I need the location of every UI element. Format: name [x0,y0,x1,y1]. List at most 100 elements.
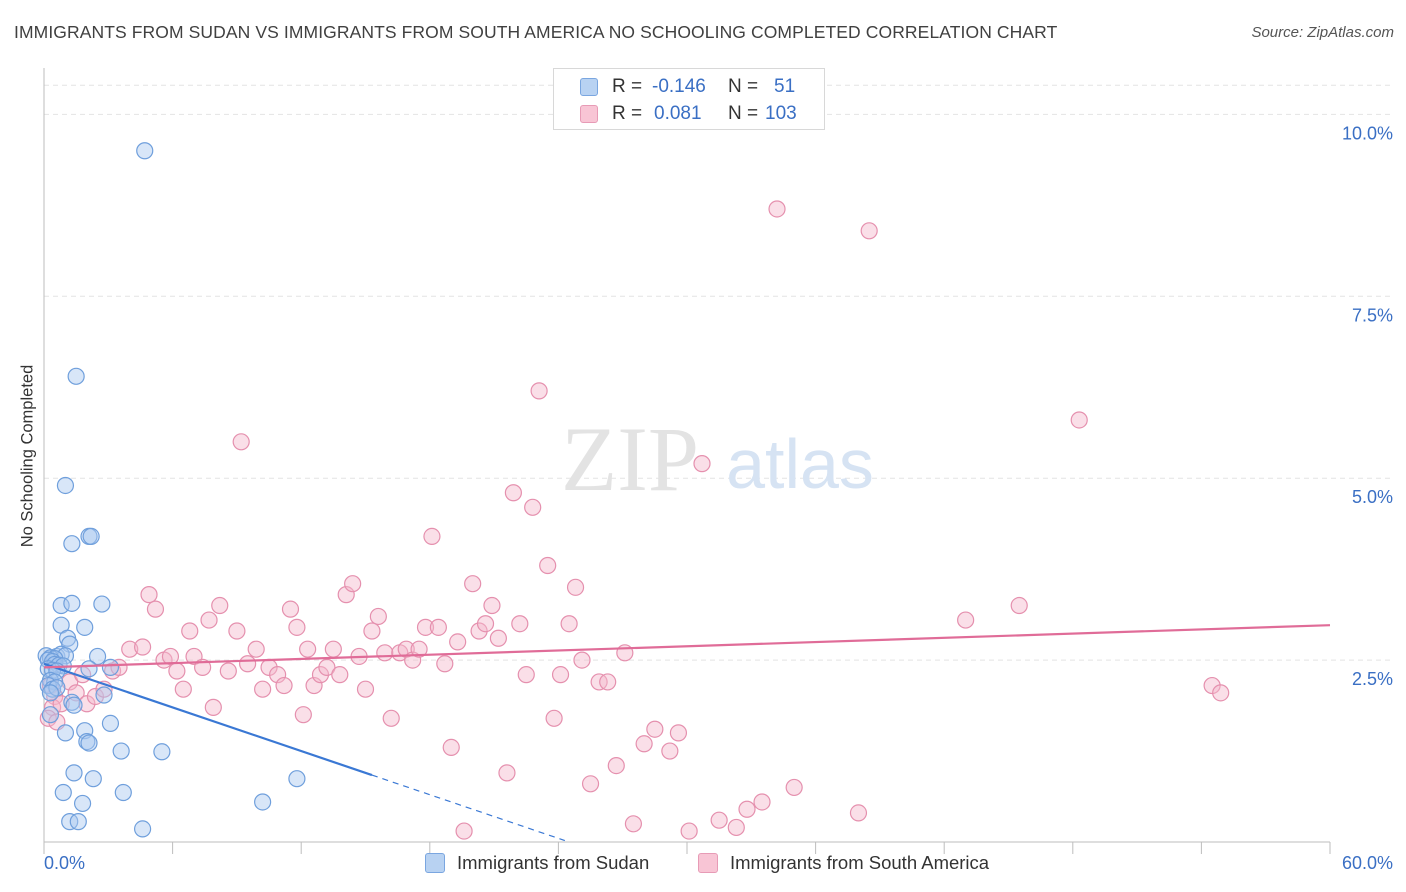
data-point [416,618,435,636]
data-point [624,815,643,833]
data-point [254,680,272,698]
data-point [146,600,165,618]
data-point [305,676,323,695]
data-point [82,527,100,546]
y-tick-label: 2.5% [1352,669,1393,689]
data-point [710,811,728,829]
data-point [65,696,83,714]
data-point [573,651,591,669]
data-point [168,662,186,680]
axes [43,68,1331,854]
legend-n-label: N = [728,103,759,124]
data-point [727,818,745,837]
data-point [181,622,199,640]
data-point [67,367,85,385]
data-point [133,820,152,838]
data-point [581,775,600,793]
data-point [41,706,60,724]
data-point [331,666,349,684]
data-point [101,658,120,676]
legend-r-label: R = [612,103,643,124]
source-label: Source: ZipAtlas.com [1251,24,1394,41]
data-point [281,600,300,618]
data-point [442,738,460,757]
data-point [449,633,467,651]
trend-line [43,624,1331,669]
data-point [101,714,120,732]
data-point [1203,676,1221,695]
chart-title: IMMIGRANTS FROM SUDAN VS IMMIGRANTS FROM… [14,22,1058,42]
legend-label: Immigrants from South America [730,852,990,873]
data-point [121,640,139,658]
data-point [63,693,81,711]
data-point [63,594,81,612]
data-point [476,615,495,633]
series-south-america-points [39,200,1230,840]
data-point [423,527,441,546]
data-point [363,622,381,640]
data-point [54,783,72,802]
sudan-swatch [425,853,445,873]
data-point [646,720,664,738]
data-point [511,615,529,633]
data-point [65,764,83,782]
series-sudan-points [37,142,306,838]
data-point [551,666,570,684]
data-point [738,800,756,818]
data-point [376,644,394,662]
data-point [288,618,306,636]
data-point [52,596,70,615]
data-point [69,813,87,831]
y-tick-label: 7.5% [1352,305,1393,325]
data-point [318,658,336,676]
data-point [275,676,293,695]
data-point [112,742,130,760]
data-point [860,222,878,240]
data-point [95,686,113,704]
legend-r-label: R = [612,76,643,97]
data-point [382,709,400,727]
data-point [410,640,428,658]
data-point [80,734,98,752]
legend-item-sudan[interactable]: Immigrants from Sudan [425,852,649,874]
data-point [566,578,585,596]
data-point [239,655,257,673]
data-point [356,680,375,698]
tick-labels: 2.5% 5.0% 7.5% 10.0% 0.0% 60.0% [44,123,1393,873]
data-point [849,804,868,822]
data-point [269,666,287,684]
data-point [369,607,387,626]
data-point [84,770,102,788]
data-point [211,596,229,615]
data-point [680,822,698,840]
trend-line [43,662,373,777]
trend-lines [43,624,1331,842]
data-point [669,724,688,742]
south-america-swatch [580,105,598,123]
data-point [504,484,522,502]
correlation-legend: R = -0.146 N = 51 R = 0.081 N = 103 [553,68,825,130]
data-point [41,684,60,702]
series-legend: Immigrants from Sudan Immigrants from So… [0,852,1406,878]
data-point [524,498,542,516]
data-point [517,666,535,684]
data-point [56,476,75,495]
data-point [957,611,975,629]
data-point [337,586,355,604]
data-point [200,611,218,629]
legend-n-value: 51 [774,76,796,97]
data-point [464,575,482,593]
data-point [693,455,711,473]
data-point [599,673,617,691]
data-point [768,200,786,218]
data-point [254,793,272,811]
watermark: ZIP atlas [561,408,874,510]
y-tick-label: 5.0% [1352,487,1393,507]
data-point [344,575,362,593]
data-point [429,618,447,636]
data-point [232,433,250,451]
legend-label: Immigrants from Sudan [457,852,650,873]
data-point [86,687,105,706]
legend-item-south-america[interactable]: Immigrants from South America [698,852,989,874]
